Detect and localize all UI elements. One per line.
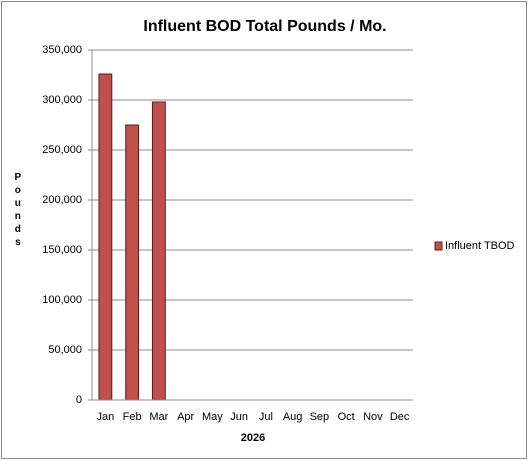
y-axis-title: Pounds xyxy=(12,172,23,250)
x-tick-label: Nov xyxy=(363,411,383,423)
x-tick-label: Jul xyxy=(259,411,273,423)
x-tick-label: Jun xyxy=(230,411,248,423)
y-tick-label: 50,000 xyxy=(48,344,82,356)
legend-swatch xyxy=(434,241,443,251)
x-axis-title: 2026 xyxy=(241,432,265,444)
x-tick-label: Aug xyxy=(283,411,303,423)
x-tick-label: Oct xyxy=(338,411,355,423)
x-tick-label: Feb xyxy=(123,411,142,423)
legend-label: Influent TBOD xyxy=(445,240,515,252)
x-tick-label: Sep xyxy=(310,411,330,423)
chart-title: Influent BOD Total Pounds / Mo. xyxy=(143,18,386,35)
y-tick-label: 300,000 xyxy=(42,94,82,106)
x-tick-label: Dec xyxy=(390,411,410,423)
y-tick-label: 0 xyxy=(76,394,82,406)
x-tick-label: Jan xyxy=(97,411,115,423)
bar xyxy=(151,101,166,401)
y-tick-label: 350,000 xyxy=(42,44,82,56)
y-tick-label: 150,000 xyxy=(42,244,82,256)
x-tick-label: Mar xyxy=(149,411,168,423)
y-tick-label: 100,000 xyxy=(42,294,82,306)
x-tick-label: May xyxy=(202,411,223,423)
bar xyxy=(98,73,113,401)
y-tick-label: 250,000 xyxy=(42,144,82,156)
bar xyxy=(125,124,140,401)
y-tick-label: 200,000 xyxy=(42,194,82,206)
x-tick-label: Apr xyxy=(177,411,194,423)
